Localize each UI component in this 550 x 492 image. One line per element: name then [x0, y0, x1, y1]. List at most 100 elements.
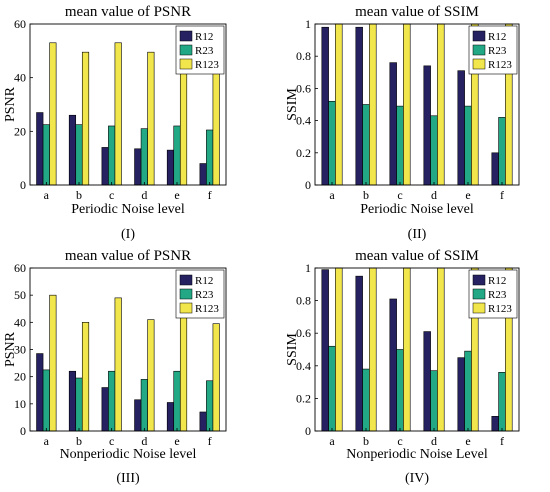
x-axis-label: Nonperiodic Noise level [60, 447, 197, 462]
y-tick-label: 0.2 [296, 146, 311, 160]
y-tick-label: 0.6 [296, 326, 311, 340]
legend-label-r123: R123 [195, 303, 219, 315]
bar-r123-a [49, 294, 57, 432]
bar-r23-e [464, 350, 472, 432]
bar-r12-d [134, 399, 142, 432]
y-tick-label: 0.4 [296, 359, 311, 373]
bar-r23-e [173, 125, 181, 186]
bar-r123-a [335, 267, 343, 432]
legend-swatch-r23 [472, 288, 486, 300]
bar-r12-a [321, 269, 329, 432]
bar-r23-f [206, 380, 214, 432]
plot-frame [314, 23, 520, 186]
bar-r12-a [36, 112, 44, 186]
x-tick-label: a [44, 434, 50, 448]
legend-swatch-r23 [179, 44, 193, 56]
bar-r123-c [114, 297, 122, 432]
x-tick-label: a [329, 434, 335, 448]
x-tick-label: f [500, 188, 504, 202]
bar-r12-e [166, 402, 175, 432]
x-axis-label: Periodic Noise level [360, 202, 474, 217]
bar-r12-b [355, 26, 363, 186]
x-tick-label: b [76, 188, 82, 202]
y-axis-label: PSNR [3, 331, 18, 367]
bar-r23-f [498, 117, 506, 186]
plot-frame [29, 23, 227, 186]
chart-title: mean value of SSIM [355, 248, 479, 264]
y-tick-label: 0 [20, 178, 26, 192]
bar-r12-f [491, 152, 499, 186]
x-tick-label: c [397, 434, 402, 448]
x-tick-label: d [431, 188, 437, 202]
x-tick-label: f [208, 434, 212, 448]
bar-r23-b [75, 377, 83, 432]
y-tick-label: 60 [14, 261, 26, 275]
bar-r23-d [430, 370, 438, 432]
bar-r23-a [42, 369, 50, 432]
bar-r12-f [199, 411, 207, 432]
bar-r12-e [457, 357, 465, 432]
bar-r12-b [68, 370, 77, 432]
bar-r12-f [491, 416, 499, 432]
x-tick-label: a [44, 188, 50, 202]
y-tick-label: 30 [14, 343, 26, 357]
bar-r23-d [430, 115, 438, 186]
y-tick-label: 1 [305, 261, 311, 275]
x-tick-label: b [76, 434, 82, 448]
bar-r12-b [355, 275, 363, 432]
y-tick-label: 0 [305, 424, 311, 438]
y-axis-label: SSIM [285, 333, 300, 366]
x-tick-label: b [363, 434, 369, 448]
y-tick-label: 1 [305, 17, 311, 31]
y-tick-label: 20 [14, 370, 26, 384]
bar-r23-c [108, 370, 116, 432]
y-tick-label: 40 [14, 315, 26, 329]
bar-r23-c [396, 105, 404, 186]
y-axis-label: PSNR [3, 86, 18, 122]
y-tick-label: 0.2 [296, 391, 311, 405]
bar-r23-c [396, 349, 404, 432]
bar-r123-e [179, 309, 188, 432]
bar-r12-d [134, 148, 142, 186]
chart-title: mean value of PSNR [65, 4, 191, 20]
x-tick-label: e [174, 434, 179, 448]
y-tick-label: 50 [14, 288, 26, 302]
x-tick-label: d [431, 434, 437, 448]
bar-r123-c [403, 267, 411, 432]
x-tick-label: c [397, 188, 402, 202]
bar-r12-e [457, 70, 465, 186]
bar-r123-d [147, 51, 155, 186]
x-tick-label: e [174, 188, 179, 202]
chart-title: mean value of PSNR [65, 248, 191, 264]
bar-r123-b [369, 267, 377, 432]
legend-swatch-r12 [472, 30, 486, 42]
panel-label: (III) [116, 471, 140, 486]
legend-label-r23: R23 [488, 45, 507, 57]
bar-r23-e [173, 370, 181, 432]
bar-r123-f [212, 323, 220, 432]
panel-label: (II) [408, 227, 427, 242]
x-tick-label: c [109, 188, 114, 202]
x-axis-label: Nonperiodic Noise Level [346, 447, 488, 462]
bar-r12-a [321, 26, 329, 186]
y-tick-label: 0.8 [296, 49, 311, 63]
bar-r23-a [328, 345, 336, 432]
x-tick-label: e [465, 188, 470, 202]
bar-r12-f [199, 163, 207, 186]
legend-swatch-r12 [472, 274, 486, 286]
bar-r23-b [362, 104, 370, 186]
legend-label-r12: R12 [488, 275, 506, 287]
legend-swatch-r12 [179, 274, 193, 286]
bar-r23-a [328, 100, 336, 186]
bar-r23-b [362, 368, 370, 432]
bar-r123-c [403, 23, 411, 186]
bar-r123-d [437, 23, 445, 186]
bar-r123-a [49, 42, 57, 186]
x-tick-label: b [363, 188, 369, 202]
x-tick-label: d [141, 434, 147, 448]
legend-label-r123: R123 [488, 59, 512, 71]
y-tick-label: 0.6 [296, 81, 311, 95]
bar-r123-b [81, 322, 90, 432]
bar-r123-d [437, 267, 445, 432]
